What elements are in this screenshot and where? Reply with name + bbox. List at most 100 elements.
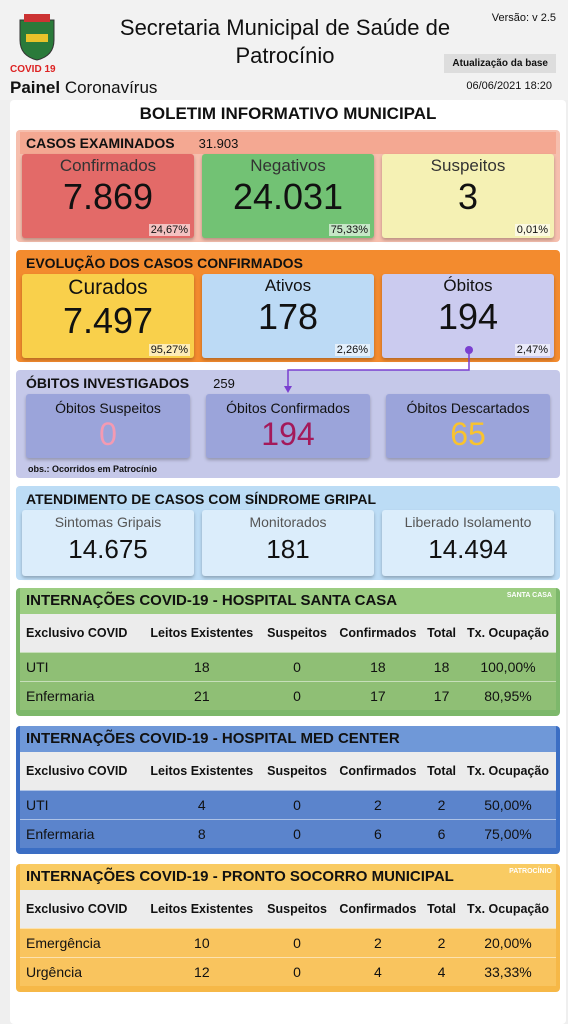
card-label: Ativos (264, 276, 312, 295)
card: Óbitos Confirmados 194 (206, 394, 370, 458)
column-header: Leitos Existentes (142, 752, 262, 790)
cell: Emergência (20, 927, 143, 957)
card: Ativos 178 2,26% (202, 274, 374, 358)
card-value: 24.031 (232, 176, 344, 217)
update-date: 06/06/2021 18:20 (466, 80, 552, 92)
section-title: CASOS EXAMINADOS (26, 135, 175, 151)
table-row: Enfermaria 8 0 6 6 75,00% (20, 818, 556, 848)
section: CASOS EXAMINADOS 31.903 Confirmados 7.869 24… (16, 130, 560, 242)
cell: 2 (423, 789, 460, 819)
card-label: Óbitos (443, 276, 493, 295)
cell: 18 (423, 651, 460, 681)
cell: 4 (423, 956, 460, 986)
cell: 33,33% (459, 956, 556, 986)
cell: 17 (423, 680, 460, 710)
column-header: Leitos Existentes (142, 890, 262, 928)
cell: 10 (142, 927, 262, 957)
hospital-table: Exclusivo COVID Leitos Existentes Suspeito… (20, 890, 556, 986)
column-header: Tx. Ocupação (459, 752, 556, 790)
bulletin: BOLETIM INFORMATIVO MUNICIPAL CASOS EXAM… (10, 100, 566, 1024)
card-pct: 2,47% (514, 344, 550, 356)
section-title: EVOLUÇÃO DOS CASOS CONFIRMADOS (26, 255, 303, 271)
version: Versão: v 2.5 (491, 12, 556, 24)
cell: 8 (142, 818, 262, 848)
cell: 17 (332, 680, 424, 710)
hospital-title: INTERNAÇÕES COVID-19 - HOSPITAL MED CENT… (20, 726, 556, 752)
header-row: Exclusivo COVID Leitos Existentes Suspeito… (20, 752, 556, 790)
painel-text: Coronavírus (64, 78, 158, 97)
cell: 0 (261, 927, 333, 957)
hospital-table: Exclusivo COVID Leitos Existentes Suspeito… (20, 752, 556, 848)
column-header: Suspeitos (261, 752, 333, 790)
column-header: Exclusivo COVID (20, 614, 143, 652)
card-label: Suspeitos (430, 156, 506, 175)
cell: Enfermaria (20, 680, 143, 710)
card-pct: 24,67% (148, 224, 190, 236)
cell: 12 (142, 956, 262, 986)
painel: Painel Coronavírus (10, 78, 157, 98)
hospital: INTERNAÇÕES COVID-19 - HOSPITAL MED CENT… (16, 726, 560, 854)
card-label: Óbitos Confirmados (226, 400, 350, 416)
table-row: Enfermaria 21 0 17 17 80,95% (20, 680, 556, 710)
card-pct: 95,27% (148, 344, 190, 356)
cell: 80,95% (459, 680, 556, 710)
column-header: Tx. Ocupação (459, 890, 556, 928)
card-pct: 0,01% (514, 224, 550, 236)
header: COVID 19 Painel Coronavírus Secretaria M… (0, 0, 568, 100)
card-value: 14.675 (68, 534, 148, 564)
card-label: Sintomas Gripais (54, 514, 162, 530)
header-row: Exclusivo COVID Leitos Existentes Suspeito… (20, 890, 556, 928)
card: Liberado Isolamento 14.494 (382, 510, 554, 576)
covid-label: COVID 19 (10, 64, 56, 75)
cell: 0 (261, 680, 333, 710)
cell: 75,00% (459, 818, 556, 848)
cell: 0 (261, 818, 333, 848)
card-value: 178 (257, 296, 319, 337)
cell: 20,00% (459, 927, 556, 957)
cell: 0 (261, 651, 333, 681)
table-row: UTI 4 0 2 2 50,00% (20, 789, 556, 819)
section-total: 31.903 (198, 136, 239, 151)
column-header: Confirmados (332, 752, 424, 790)
logo (19, 14, 55, 61)
section: ATENDIMENTO DE CASOS COM SÍNDROME GRIPAL… (16, 486, 560, 580)
column-header: Suspeitos (261, 614, 333, 652)
section: ÓBITOS INVESTIGADOS 259 Óbitos Suspeitos 0 Ó… (16, 370, 560, 478)
cell: 2 (332, 789, 424, 819)
section-title: ATENDIMENTO DE CASOS COM SÍNDROME GRIPAL (26, 491, 377, 507)
card-value: 65 (450, 416, 486, 452)
cell: UTI (20, 789, 143, 819)
card-label: Óbitos Suspeitos (55, 400, 161, 416)
cell: 100,00% (459, 651, 556, 681)
card-row: Sintomas Gripais 14.675 Monitorados 181 Libe… (20, 510, 556, 576)
card-value: 3 (457, 176, 479, 217)
card-label: Curados (68, 276, 148, 299)
card-row: Confirmados 7.869 24,67% Negativos 24.031 75,… (20, 154, 556, 238)
cell: 6 (423, 818, 460, 848)
painel-bold: Painel (10, 78, 61, 97)
card-label: Liberado Isolamento (404, 514, 532, 530)
cell: 0 (261, 789, 333, 819)
section-header: CASOS EXAMINADOS 31.903 (20, 132, 556, 154)
update-label: Atualização da base (444, 54, 556, 73)
column-header: Exclusivo COVID (20, 890, 143, 928)
header-title: Secretaria Municipal de Saúde de Patrocí… (119, 15, 451, 68)
hospital-table: Exclusivo COVID Leitos Existentes Suspeito… (20, 614, 556, 710)
card-value: 7.869 (62, 176, 154, 217)
card: Óbitos 194 2,47% (382, 274, 554, 358)
section-title: ÓBITOS INVESTIGADOS (26, 375, 190, 391)
column-header: Leitos Existentes (142, 614, 262, 652)
cell: 4 (142, 789, 262, 819)
header-row: Exclusivo COVID Leitos Existentes Suspeito… (20, 614, 556, 652)
table-row: Emergência 10 0 2 2 20,00% (20, 927, 556, 957)
bulletin-title: BOLETIM INFORMATIVO MUNICIPAL (139, 104, 437, 123)
card: Negativos 24.031 75,33% (202, 154, 374, 238)
card-row: Óbitos Suspeitos 0 Óbitos Confirmados 194 Ób… (20, 394, 556, 458)
card-label: Monitorados (249, 514, 327, 530)
cell: 18 (142, 651, 262, 681)
hospital-logo: SANTA CASA (506, 592, 552, 599)
section: EVOLUÇÃO DOS CASOS CONFIRMADOS Curados 7.4… (16, 250, 560, 362)
column-header: Tx. Ocupação (459, 614, 556, 652)
section-header: EVOLUÇÃO DOS CASOS CONFIRMADOS (20, 252, 556, 274)
column-header: Total (423, 890, 460, 928)
